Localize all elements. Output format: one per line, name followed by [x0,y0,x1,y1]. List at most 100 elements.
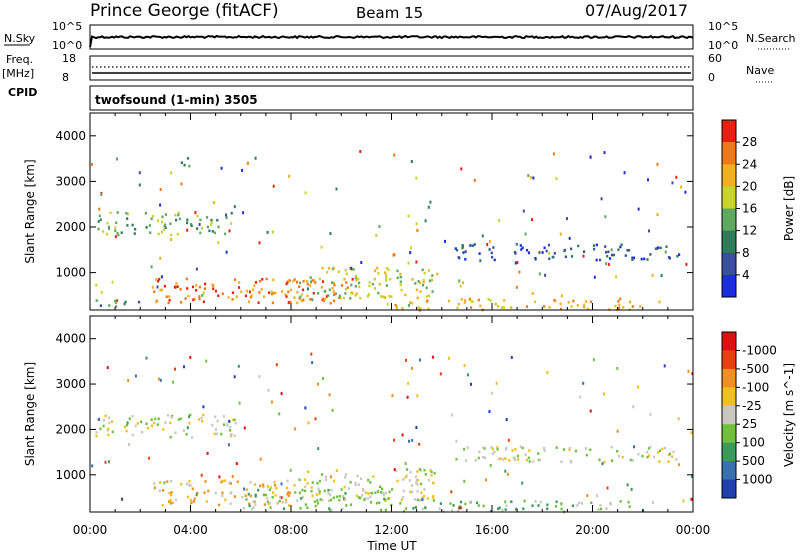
range-cell [417,280,420,283]
range-cell [263,295,266,298]
range-cell [330,475,332,479]
range-cell [384,491,388,495]
range-cell [131,415,134,418]
range-cell [368,281,371,284]
range-cell [402,496,405,499]
range-cell [639,305,642,308]
range-cell [281,500,284,504]
range-cell [174,286,177,289]
range-cell [116,231,119,235]
range-cell [584,300,588,303]
range-cell [364,491,368,495]
range-cell [230,434,233,438]
range-cell [280,392,283,396]
range-cell [275,363,278,367]
range-cell [262,483,265,487]
range-cell [648,229,650,233]
range-cell [210,221,213,224]
range-cell [583,303,586,307]
range-cell [160,288,163,292]
range-cell [317,447,320,451]
range-cell [116,157,118,161]
power-colorbar: 28 24 20 16 12 8 4 Power [dB] [721,119,796,298]
range-cell [170,171,173,175]
range-cell [431,481,434,485]
range-cell [296,301,299,305]
range-cell [544,273,547,277]
range-cell [354,285,357,288]
range-cell [438,507,441,510]
range-cell [318,490,321,493]
range-cell [161,215,164,219]
range-cell [464,258,467,261]
range-cell [204,480,207,483]
range-cell [126,421,129,425]
range-cell [668,452,671,456]
range-cell [367,478,370,482]
range-cell [285,486,288,490]
range-cell [164,213,167,216]
range-cell [496,446,499,449]
range-cell [207,489,210,493]
range-cell [241,168,244,172]
range-cell [481,234,484,238]
range-cell [514,252,517,255]
range-cell [115,305,118,308]
range-cell [385,276,388,279]
range-cell [473,243,476,246]
colorbar-segment [722,442,736,462]
range-cell [386,302,389,306]
range-cell [226,424,229,427]
range-cell [387,497,390,501]
range-cell [91,464,94,468]
range-cell [307,421,310,425]
range-cell [568,447,571,450]
range-cell [117,233,120,237]
range-cell [270,400,273,404]
range-cell [202,291,205,295]
range-cell [286,492,289,496]
range-cell [217,225,220,229]
range-cell [413,498,417,501]
range-cell [344,492,347,495]
range-cell [285,282,288,286]
colorbar-segment [722,230,736,254]
range-cell [228,229,231,233]
range-cell [657,246,660,249]
range-cell [531,504,534,507]
range-cell [491,255,494,259]
range-cell [327,488,330,492]
range-cell [332,281,335,285]
range-cell [474,459,477,462]
range-cell [211,283,214,287]
range-cell [377,272,380,275]
range-cell [522,507,525,511]
range-cell [633,445,635,449]
range-cell [138,171,141,175]
range-cell [461,244,464,247]
range-cell [249,494,252,498]
time-tick-label: 04:00 [173,523,208,537]
range-cell [186,218,189,222]
range-cell [379,295,383,298]
range-cell [391,488,394,491]
range-cell [363,498,366,502]
range-cell [123,425,127,429]
range-cell [376,266,379,270]
range-cell [515,243,518,246]
range-cell [266,230,269,234]
range-cell [537,452,540,455]
range-cell [176,285,179,288]
range-cell [341,284,344,287]
range-cell [538,272,541,276]
range-cell [527,251,530,255]
range-cell [192,500,195,503]
y-tick-label: 1000 [55,468,86,482]
colorbar-tick-label: 20 [742,179,757,193]
range-cell [610,445,613,449]
range-cell [317,487,320,491]
range-cell [187,294,190,298]
range-cell [264,493,268,497]
range-cell [373,277,376,281]
